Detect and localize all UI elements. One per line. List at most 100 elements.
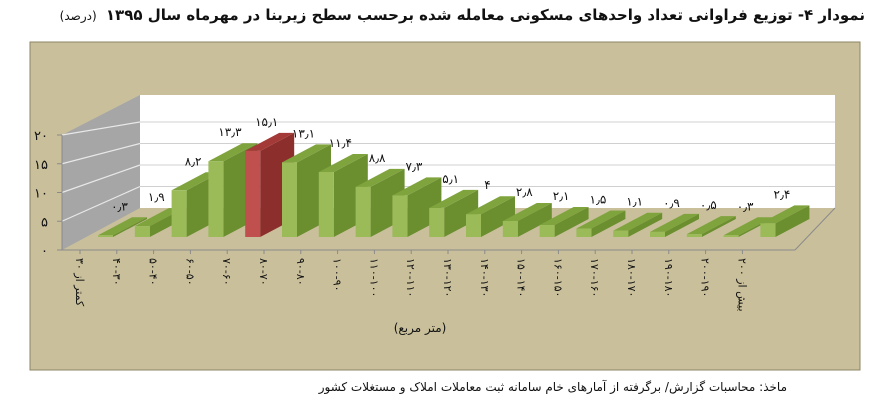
bar-top [171,172,221,191]
source-note: ماخذ: محاسبات گزارش/ برگرفته از آمارهای … [318,380,787,394]
bar-top [282,144,331,163]
bar-front [355,186,371,237]
bar-front [245,150,261,237]
chart-title: نمودار ۴- توزیع فراوانی تعداد واحدهای مس… [60,6,865,24]
y-tick-label: ۱۵ [34,158,48,173]
bar-front [502,221,518,237]
data-label: ۱۳٫۱ [292,126,315,140]
x-tick-label: ۱۵۰-۱۴۰ [515,258,528,297]
bar-top [686,216,736,235]
bar-front [282,162,297,237]
data-label: ۵٫۱ [442,172,459,186]
bar-side [554,207,589,237]
data-label: ۴ [484,178,490,192]
bar-front [613,230,629,237]
x-tick-label: ۱۷۰-۱۶۰ [588,258,601,297]
x-tick-label: ۱۰۰-۹۰ [331,258,344,292]
bar [429,189,479,237]
x-axis-title: (متر مربع) [394,321,447,336]
floor-edge [794,207,836,251]
data-label: ۲٫۱ [553,189,570,203]
bar [539,207,589,237]
bar [466,196,515,237]
data-label: ۱٫۵ [590,192,607,206]
y-tick-label: ۱۰ [34,187,48,202]
bar-front [760,223,776,237]
x-tick-label: ۱۹۰-۱۸۰ [662,258,675,297]
bar-front [723,235,739,237]
bar-side [628,212,663,237]
bar-top [576,210,626,229]
bar-top [134,208,184,227]
x-tick-label: ۸۰-۷۰ [257,258,270,286]
x-tick-label: ۴۰-۳۰ [110,258,123,286]
x-tick-label: ۱۶۰-۱۵۰ [551,258,564,297]
bar-top [650,213,699,232]
bar-front [686,234,702,237]
bar-front [650,231,665,237]
x-tick-label: ۱۸۰-۱۷۰ [625,258,638,297]
bar-side [701,216,736,237]
data-label: ۰٫۹ [663,196,680,210]
bar-front [429,207,445,237]
data-label: ۷٫۳ [406,159,423,173]
bar-side [591,210,626,237]
x-tick-label: ۷۰-۶۰ [220,258,233,286]
bar [613,212,663,237]
x-tick-label: کمتر از ۳۰ [73,258,86,307]
x-tick-label: ۱۳۰-۱۲۰ [441,258,454,297]
bar-top [208,143,258,162]
data-label: ۱۵٫۱ [255,115,278,129]
bar-top [539,207,589,226]
bar-front [98,235,113,237]
gridline-side [61,164,141,194]
bar-side [775,205,810,237]
bar-top [245,132,295,151]
bar-top [355,168,405,187]
bar [502,203,552,237]
bar [576,210,626,237]
x-tick-label: ۹۰-۸۰ [294,258,307,286]
bar-top [98,217,147,236]
gridline-side [61,142,141,165]
bar-front [134,226,150,237]
data-label: ۸٫۸ [369,151,386,165]
data-label: ۲٫۸ [516,185,533,199]
data-label: ۲٫۴ [774,187,791,201]
bar [650,213,699,237]
data-label: ۰٫۵ [700,198,717,212]
bar [760,205,810,237]
bar-front [576,228,592,237]
x-tick-label: ۶۰-۵۰ [183,258,196,286]
x-tick-label: ۱۴۰-۱۳۰ [478,258,491,297]
data-label: ۰٫۳ [111,199,128,213]
y-tick-label: ۰ [41,244,48,259]
bar-front [318,172,334,237]
data-label: ۰٫۳ [737,199,754,213]
x-tick-label: بیش از ۲۰۰ [735,258,748,312]
gridline-side [61,185,141,222]
bar-front [539,225,555,237]
data-label: ۱٫۹ [148,190,165,204]
chart-title-unit: (درصد) [59,9,97,23]
bar-side [665,213,699,237]
x-tick-label: ۵۰-۴۰ [147,258,160,286]
bar-top [760,205,810,224]
bar-front [208,161,224,237]
x-tick-label: ۱۲۰-۱۱۰ [404,258,417,297]
bar-side [113,217,147,237]
bar-side [444,189,479,237]
y-tick-label: ۲۰ [34,129,48,144]
data-label: ۸٫۲ [185,154,202,168]
bar-side [517,203,552,237]
x-tick-label: ۱۱۰-۱۰۰ [367,258,380,297]
bar [686,216,736,237]
x-tick-label: ۲۰۰-۱۹۰ [699,258,712,297]
bar-top [723,217,773,236]
bar-top [613,212,663,231]
bar-top [502,203,552,222]
bar-front [466,214,481,237]
side-wall [62,95,140,250]
bar [98,217,147,237]
